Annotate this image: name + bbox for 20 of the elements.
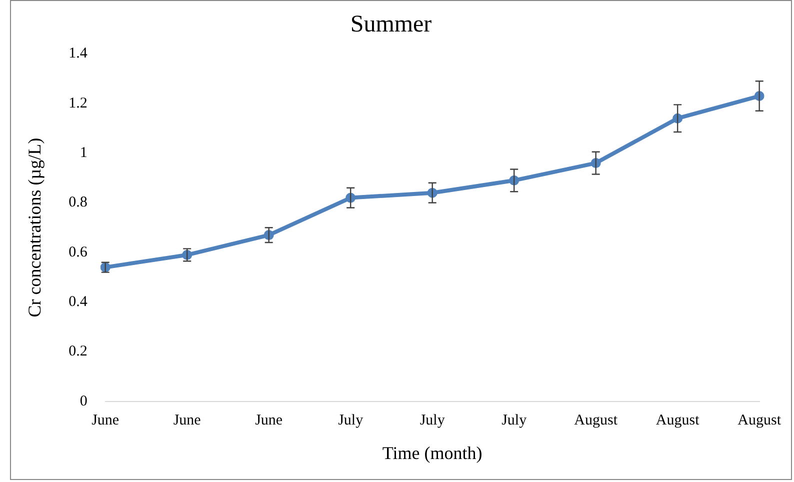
x-tick-label: June bbox=[92, 412, 120, 428]
y-tick-label: 1.2 bbox=[68, 95, 88, 112]
x-tick-label: June bbox=[173, 412, 202, 428]
y-tick-label: 0.4 bbox=[68, 294, 88, 310]
y-axis-title: Cr concentrations (µg/L) bbox=[24, 138, 45, 318]
y-tick-label: 0 bbox=[80, 393, 88, 410]
x-axis-title: Time (month) bbox=[382, 442, 482, 463]
y-tick-label: 0.8 bbox=[68, 194, 88, 211]
y-tick-label: 1 bbox=[80, 145, 88, 162]
chart-title: Summer bbox=[350, 12, 432, 38]
x-tick-label: August bbox=[656, 412, 700, 428]
x-tick-label: June bbox=[255, 412, 283, 428]
x-tick-label: July bbox=[338, 412, 364, 428]
x-tick-label: July bbox=[420, 412, 446, 428]
x-tick-label: August bbox=[738, 412, 782, 428]
y-tick-label: 0.6 bbox=[68, 244, 88, 260]
y-tick-label: 0.2 bbox=[68, 344, 88, 360]
x-tick-label: July bbox=[502, 412, 528, 428]
x-tick-label: August bbox=[574, 412, 618, 428]
y-tick-label: 1.4 bbox=[68, 46, 88, 62]
